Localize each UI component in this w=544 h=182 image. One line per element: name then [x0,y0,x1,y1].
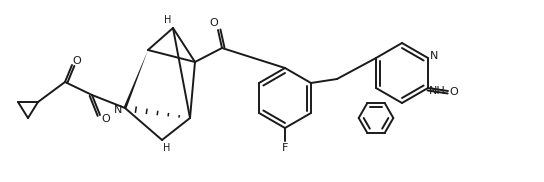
Text: N: N [114,105,122,115]
Text: O: O [102,114,110,124]
Text: F: F [282,143,288,153]
Text: H: H [163,143,171,153]
Polygon shape [123,50,148,108]
Text: O: O [209,18,218,28]
Text: O: O [73,56,82,66]
Text: H: H [164,15,172,25]
Text: NH: NH [429,86,446,96]
Text: N: N [430,51,438,61]
Text: O: O [449,87,459,97]
